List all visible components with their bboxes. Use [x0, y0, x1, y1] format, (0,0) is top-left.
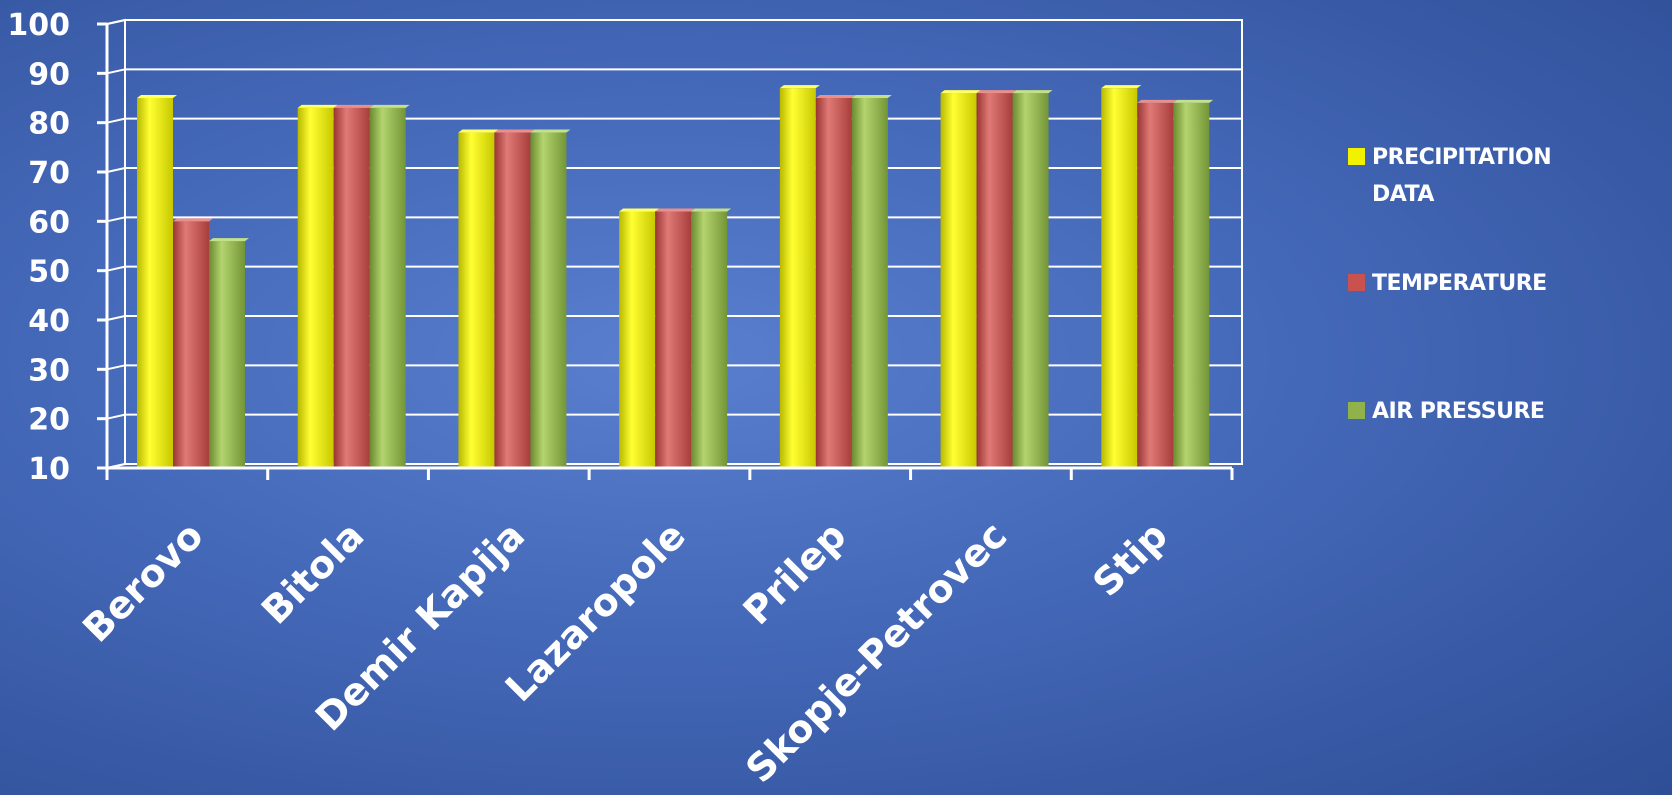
bar [779, 85, 820, 468]
bar [619, 208, 660, 468]
bar [815, 95, 856, 468]
bar-body [779, 88, 816, 468]
legend-entry: PRECIPITATION DATA [1348, 145, 1552, 207]
bar-body [1173, 102, 1210, 468]
y-tick-label: 80 [28, 107, 70, 142]
bar [458, 129, 499, 469]
bar-top [691, 208, 732, 212]
bar [655, 208, 696, 468]
x-tick-label: Prilep [735, 513, 855, 633]
bar-top [655, 208, 696, 212]
bar-top [779, 85, 820, 89]
bar-body [815, 98, 852, 468]
bar-top [619, 208, 660, 212]
bar-top [173, 218, 213, 222]
side-wall [106, 18, 126, 470]
bar-body [940, 93, 977, 469]
y-tick-label: 40 [28, 304, 70, 339]
bar-body [333, 107, 370, 468]
bar-body [851, 98, 888, 468]
bar [494, 129, 535, 469]
gridline [106, 19, 1242, 25]
bar [1012, 90, 1053, 469]
y-tick-label: 50 [28, 255, 70, 290]
bar-top [1137, 99, 1178, 103]
bars [137, 85, 1214, 469]
bar-top [137, 95, 177, 98]
bar [137, 95, 177, 468]
y-axis: 10 20 30 40 50 60 70 80 90 100 [7, 8, 109, 487]
bar-top [1101, 85, 1142, 89]
bar-top [940, 90, 981, 94]
bar-top [815, 95, 856, 98]
bar-top [333, 104, 374, 108]
bar [209, 238, 249, 468]
legend-swatch [1348, 148, 1365, 165]
bar [369, 104, 410, 468]
x-tick-label: Skopje-Petrovec [737, 513, 1015, 791]
legend: PRECIPITATION DATA TEMPERATURE AIR PRESSURE [1348, 145, 1552, 424]
bar-body [655, 211, 692, 468]
bar [1137, 99, 1178, 468]
y-tick-label: 90 [28, 57, 70, 92]
bar-body [619, 211, 656, 468]
y-tick-label: 60 [28, 205, 70, 240]
bar [333, 104, 374, 468]
legend-entry: AIR PRESSURE [1348, 399, 1545, 424]
x-tick-label: Bitola [253, 513, 372, 632]
gridline [106, 117, 1242, 124]
bar [940, 90, 981, 469]
bar-top [494, 129, 535, 133]
legend-label: AIR PRESSURE [1372, 399, 1544, 424]
bar [851, 95, 892, 468]
bar [1173, 99, 1214, 468]
bar [1101, 85, 1142, 468]
legend-swatch [1348, 274, 1365, 291]
bar [297, 104, 338, 468]
bar-body [209, 241, 245, 468]
bar-top [369, 104, 410, 108]
bar-top [1173, 99, 1214, 103]
bar [691, 208, 732, 468]
bar-top [976, 90, 1017, 94]
bar-body [297, 107, 334, 468]
bar-top [1012, 90, 1053, 94]
bar-body [976, 93, 1013, 469]
bar-body [691, 211, 728, 468]
bar-body [369, 107, 406, 468]
legend-label: TEMPERATURE [1372, 271, 1547, 296]
x-tick-label: Stip [1084, 513, 1176, 605]
bar [173, 218, 213, 468]
bar-top [297, 104, 338, 108]
bar-top [851, 95, 892, 98]
bar-body [1101, 88, 1138, 468]
bar-body [494, 132, 531, 469]
legend-entry: TEMPERATURE [1348, 271, 1547, 296]
y-tick-label: 70 [28, 156, 70, 191]
bar-body [173, 221, 209, 468]
legend-label: PRECIPITATION [1372, 145, 1551, 170]
legend-label: DATA [1372, 182, 1434, 207]
bar [530, 129, 571, 469]
legend-swatch [1348, 402, 1365, 419]
y-tick-label: 20 [28, 403, 70, 438]
bar-top [209, 238, 249, 242]
bar [976, 90, 1017, 469]
y-tick-label: 10 [28, 452, 70, 487]
gridline [106, 167, 1242, 173]
y-tick-label: 30 [28, 353, 70, 388]
x-tick-label: Berovo [74, 513, 212, 651]
bar-body [530, 132, 567, 469]
bar-body [1137, 102, 1174, 468]
bar-body [458, 132, 495, 469]
gridline [106, 68, 1242, 75]
y-tick-label: 100 [7, 8, 70, 43]
bar-body [1012, 93, 1049, 469]
bar-body [137, 98, 173, 468]
bar-top [458, 129, 499, 133]
bar-top [530, 129, 571, 133]
